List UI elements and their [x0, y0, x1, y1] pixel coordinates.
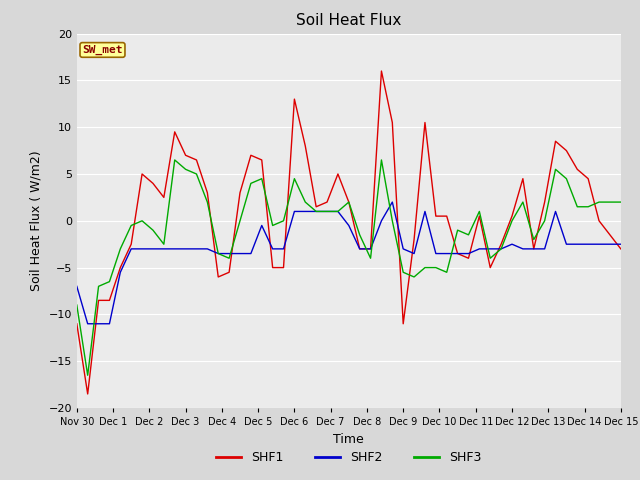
Y-axis label: Soil Heat Flux ( W/m2): Soil Heat Flux ( W/m2) — [30, 151, 43, 291]
X-axis label: Time: Time — [333, 432, 364, 445]
Legend: SHF1, SHF2, SHF3: SHF1, SHF2, SHF3 — [211, 446, 486, 469]
Title: Soil Heat Flux: Soil Heat Flux — [296, 13, 401, 28]
Text: SW_met: SW_met — [82, 45, 123, 55]
